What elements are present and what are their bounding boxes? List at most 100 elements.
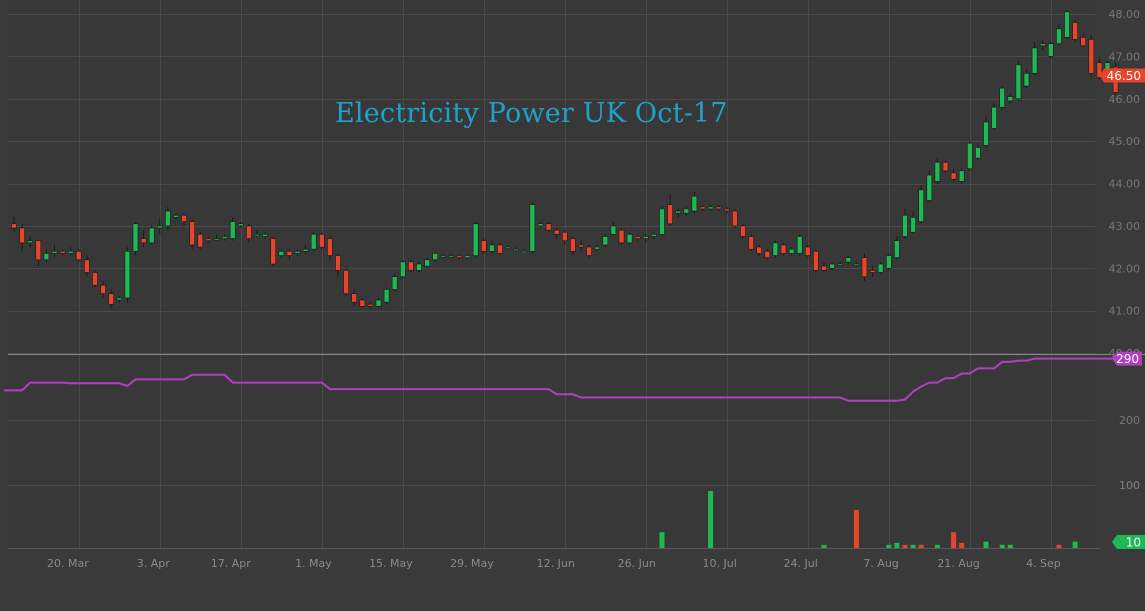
price-tick-label: 45.00 [1109, 135, 1141, 148]
candle-body [124, 251, 131, 299]
candle [246, 223, 252, 243]
candle-body [1080, 37, 1086, 47]
candle [885, 253, 892, 271]
candle [934, 158, 941, 184]
candle-body [877, 263, 884, 273]
candle-body [221, 236, 228, 239]
candle-body [1064, 11, 1070, 38]
candle [367, 302, 374, 309]
candle-body [675, 210, 682, 214]
last-price-badge-shape [1100, 68, 1145, 83]
candle-body [383, 289, 390, 303]
candle-body [829, 263, 835, 269]
candle-body [51, 251, 58, 254]
candle-body [553, 229, 560, 235]
candle [416, 261, 422, 273]
candle [877, 261, 884, 275]
candle-body [165, 210, 171, 227]
line-last-badge-shape [1112, 351, 1142, 366]
candle-body [796, 236, 803, 254]
candle [1096, 58, 1103, 80]
candle-body [399, 261, 406, 278]
candle-body [732, 210, 738, 227]
candle-body [715, 206, 722, 210]
candle-body [278, 251, 285, 256]
candle-body [294, 251, 301, 254]
candle [1064, 9, 1070, 40]
candle-body [432, 253, 439, 261]
candle [391, 274, 398, 292]
candle [19, 223, 25, 252]
volume-last-badge-shape [1112, 535, 1145, 549]
candle-body [983, 121, 989, 146]
candle [205, 236, 212, 243]
candle [813, 249, 819, 273]
candle-body [157, 225, 163, 229]
candle [918, 185, 925, 224]
candle [343, 268, 349, 296]
price-tick-label: 42.00 [1109, 262, 1141, 275]
candle [521, 249, 528, 254]
candle [424, 257, 430, 269]
candle-body [513, 248, 520, 251]
candle [1015, 60, 1022, 101]
candle-body [416, 263, 422, 271]
candle-body [359, 299, 366, 307]
volume-y-axis: 100 [1119, 479, 1140, 492]
candle-body [950, 172, 957, 180]
candle [691, 191, 698, 214]
candle [148, 225, 155, 245]
candle [950, 168, 957, 182]
candle [1048, 41, 1054, 59]
candle [480, 238, 487, 254]
candle [1023, 69, 1030, 89]
candle-body [804, 246, 811, 256]
candle [667, 194, 673, 226]
x-tick-label: 29. May [450, 557, 494, 570]
price-tick-label: 41.00 [1109, 305, 1141, 318]
candle-body [748, 236, 754, 250]
x-tick-label: 21. Aug [937, 557, 979, 570]
volume-bar [951, 532, 957, 548]
candle [375, 297, 382, 309]
candle-body [740, 225, 746, 237]
line-tick-label: 200 [1119, 414, 1140, 427]
candle-body [1007, 96, 1014, 102]
candle-body [229, 221, 236, 239]
candle [464, 253, 471, 260]
candle [11, 217, 17, 233]
candle [318, 232, 325, 250]
candle-body [902, 214, 908, 237]
x-tick-label: 17. Apr [211, 557, 251, 570]
line-tick-label: 100 [1119, 479, 1140, 492]
candle-body [1023, 73, 1030, 87]
candle-body [934, 162, 941, 182]
candle-body [181, 214, 187, 222]
candle [213, 234, 220, 241]
candle-body [43, 253, 50, 261]
candle-body [286, 251, 293, 256]
candle [942, 160, 949, 173]
candle-body [659, 208, 665, 235]
candle [1080, 33, 1086, 48]
candle-body [707, 206, 714, 210]
candle-body [529, 204, 536, 252]
candle [561, 230, 568, 245]
candle [286, 249, 293, 260]
candle-body [958, 170, 965, 182]
price-tick-label: 46.00 [1109, 93, 1141, 106]
candle [27, 236, 34, 248]
candle-body [861, 257, 868, 278]
candle [602, 234, 609, 248]
volume-bar [894, 542, 900, 548]
candle-body [335, 255, 341, 271]
candle [651, 232, 657, 239]
candle [715, 204, 722, 212]
candle [772, 240, 779, 258]
last-price-label: 46.50 [1107, 69, 1141, 83]
candle-body [189, 221, 195, 246]
candle-body [213, 238, 220, 241]
candle [327, 236, 333, 260]
candle-body [910, 217, 916, 233]
grid-lines [8, 0, 1095, 548]
